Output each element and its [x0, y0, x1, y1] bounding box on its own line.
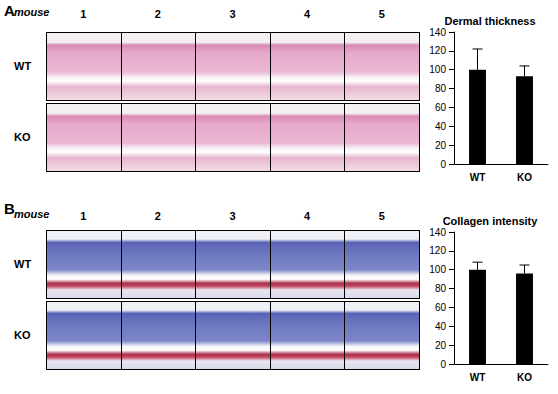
svg-text:60: 60 — [435, 302, 447, 313]
svg-text:0: 0 — [440, 359, 446, 370]
html-text:WT: WT — [14, 59, 32, 72]
html-text:2: 2 — [154, 210, 161, 222]
svg-text:140: 140 — [429, 227, 446, 238]
html-text:KO: KO — [14, 328, 31, 341]
svg-text:0: 0 — [440, 159, 446, 170]
svg-text:120: 120 — [429, 245, 446, 256]
svg-text:KO: KO — [517, 372, 532, 383]
svg-text:140: 140 — [429, 27, 446, 38]
html-text:2: 2 — [154, 8, 161, 20]
svg-text:Dermal thickness: Dermal thickness — [444, 15, 535, 27]
svg-text:60: 60 — [435, 102, 447, 113]
html-text:4: 4 — [304, 210, 311, 222]
svg-text:KO: KO — [517, 172, 532, 183]
html-text:Amouse: Amouse — [4, 2, 50, 19]
html-text:Bmouse: Bmouse — [4, 200, 50, 220]
svg-text:WT: WT — [470, 372, 486, 383]
svg-text:100: 100 — [429, 264, 446, 275]
svg-text:40: 40 — [435, 121, 447, 132]
html-text:3: 3 — [229, 210, 236, 222]
html-text:KO: KO — [14, 130, 31, 143]
svg-text:WT: WT — [470, 172, 486, 183]
html-text:3: 3 — [229, 8, 236, 20]
html-text:5: 5 — [378, 8, 385, 20]
svg-text:80: 80 — [435, 83, 447, 94]
svg-text:40: 40 — [435, 321, 447, 332]
html-text:5: 5 — [378, 210, 385, 222]
html-text:1: 1 — [80, 210, 87, 222]
svg-text:120: 120 — [429, 45, 446, 56]
svg-text:20: 20 — [435, 340, 447, 351]
svg-text:80: 80 — [435, 283, 447, 294]
svg-text:Collagen intensity: Collagen intensity — [443, 215, 539, 227]
svg-text:100: 100 — [429, 64, 446, 75]
html-text:4: 4 — [304, 8, 311, 20]
html-text:1: 1 — [80, 8, 87, 20]
svg-text:20: 20 — [435, 140, 447, 151]
html-text:WT: WT — [14, 257, 32, 270]
